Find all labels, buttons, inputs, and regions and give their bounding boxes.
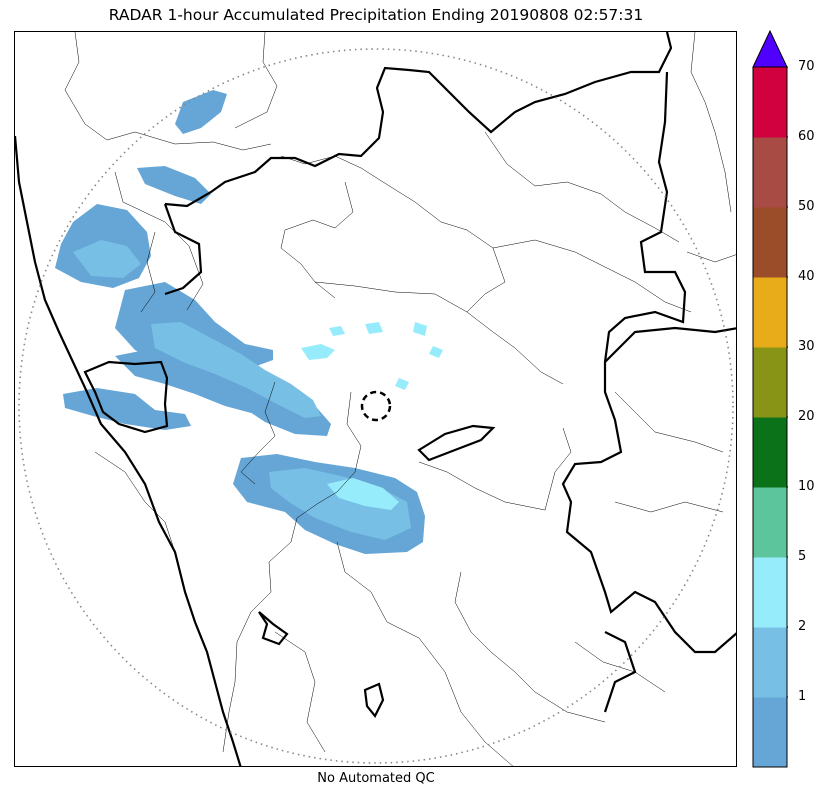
colorbar-svg — [752, 30, 788, 768]
state-border-enclave — [417, 424, 496, 462]
colorbar-tick-label: 70 — [798, 59, 815, 74]
echo-west-band-3 — [63, 388, 191, 430]
state-border-east-seg — [604, 326, 736, 363]
echo-central-speckle — [301, 322, 443, 390]
state-boundaries — [15, 32, 736, 766]
map-title: RADAR 1-hour Accumulated Precipitation E… — [108, 6, 644, 24]
echo-nw-band-1 — [137, 166, 211, 204]
map-canvas — [15, 32, 736, 766]
precip-colorbar — [752, 30, 788, 770]
colorbar-overflow-triangle — [752, 30, 788, 68]
coastline — [15, 135, 242, 766]
colorbar-tick-label: 50 — [798, 199, 815, 214]
colorbar-bin-0-1 — [753, 697, 787, 768]
colorbar-bin-5-10 — [753, 487, 787, 558]
radar-map — [14, 31, 737, 767]
colorbar-tick-label: 2 — [798, 619, 807, 634]
colorbar-tick-label: 5 — [798, 549, 807, 564]
radar-site-icon — [360, 390, 392, 422]
colorbar-tick-label: 10 — [798, 479, 815, 494]
district-boundaries — [64, 32, 736, 766]
qc-note: No Automated QC — [317, 771, 435, 786]
colorbar-bin-50-60 — [753, 137, 787, 208]
colorbar-tick-label: 60 — [798, 129, 815, 144]
colorbar-tick-label: 30 — [798, 339, 815, 354]
echo-south-peak — [327, 478, 399, 510]
state-border-east — [561, 71, 736, 654]
colorbar-bin-1-2 — [753, 627, 787, 698]
colorbar-bin-30-40 — [753, 277, 787, 348]
echo-west-core — [151, 322, 321, 418]
colorbar-tick-label: 40 — [798, 269, 815, 284]
echo-north — [175, 90, 227, 134]
range-ring — [18, 48, 734, 764]
colorbar-tick-label: 1 — [798, 689, 807, 704]
state-border-southeast — [603, 631, 637, 713]
colorbar-tick-label: 20 — [798, 409, 815, 424]
colorbar-bin-40-50 — [753, 207, 787, 278]
colorbar-bin-20-30 — [753, 347, 787, 418]
colorbar-bin-60-70 — [753, 67, 787, 138]
state-border-south-island — [258, 611, 289, 646]
state-border-north — [164, 32, 673, 208]
echo-nw-core — [73, 240, 141, 278]
precip-echoes-2-5mm — [301, 322, 443, 510]
state-border-northwest — [163, 203, 203, 296]
echo-west-band-2 — [115, 350, 263, 414]
state-border-west — [83, 360, 169, 434]
colorbar-bin-10-20 — [753, 417, 787, 488]
colorbar-bin-2-5 — [753, 557, 787, 628]
state-border-south-enclave — [363, 682, 385, 719]
